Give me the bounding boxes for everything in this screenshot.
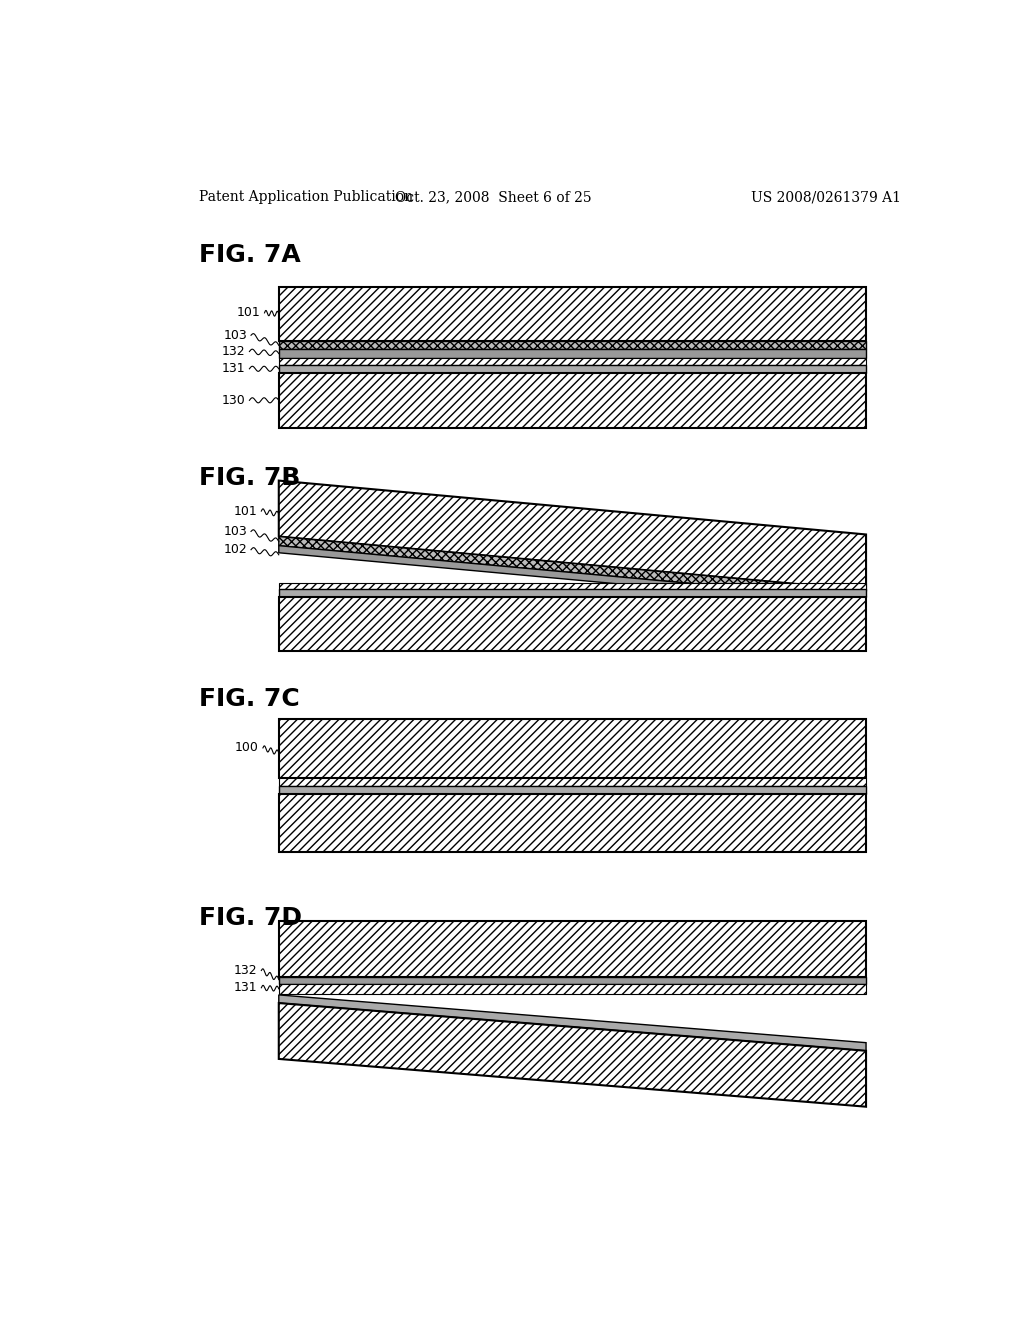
Text: 100: 100 [236,742,259,755]
Text: 131: 131 [233,981,257,994]
Text: 101: 101 [233,504,257,517]
Bar [279,364,866,372]
Text: Patent Application Publication: Patent Application Publication [200,190,414,205]
Bar [279,342,866,350]
Text: FIG. 7C: FIG. 7C [200,688,300,711]
Text: 132: 132 [233,964,257,977]
Polygon shape [279,536,866,599]
Text: Oct. 23, 2008  Sheet 6 of 25: Oct. 23, 2008 Sheet 6 of 25 [394,190,592,205]
Bar [279,719,866,779]
Polygon shape [279,1003,866,1106]
Bar [279,589,866,598]
Text: 103: 103 [223,329,247,342]
Bar [279,288,866,342]
Bar [279,779,866,785]
Bar [279,358,866,364]
Text: 103: 103 [223,525,247,539]
Bar [279,350,866,358]
Bar [279,372,866,428]
Bar [279,977,866,983]
Polygon shape [279,545,866,607]
Bar [279,793,866,851]
Text: 102: 102 [223,544,247,556]
Bar [279,583,866,590]
Bar [279,983,866,994]
Bar [279,598,866,651]
Text: 132: 132 [222,345,246,358]
Text: 131: 131 [222,362,246,375]
Text: 130: 130 [222,393,246,407]
Text: US 2008/0261379 A1: US 2008/0261379 A1 [752,190,901,205]
Text: FIG. 7B: FIG. 7B [200,466,301,490]
Text: 101: 101 [237,306,260,319]
Polygon shape [279,995,866,1051]
Bar [279,921,866,977]
Text: FIG. 7D: FIG. 7D [200,906,302,929]
Bar [279,785,866,793]
Text: FIG. 7A: FIG. 7A [200,243,301,267]
Polygon shape [279,480,866,590]
